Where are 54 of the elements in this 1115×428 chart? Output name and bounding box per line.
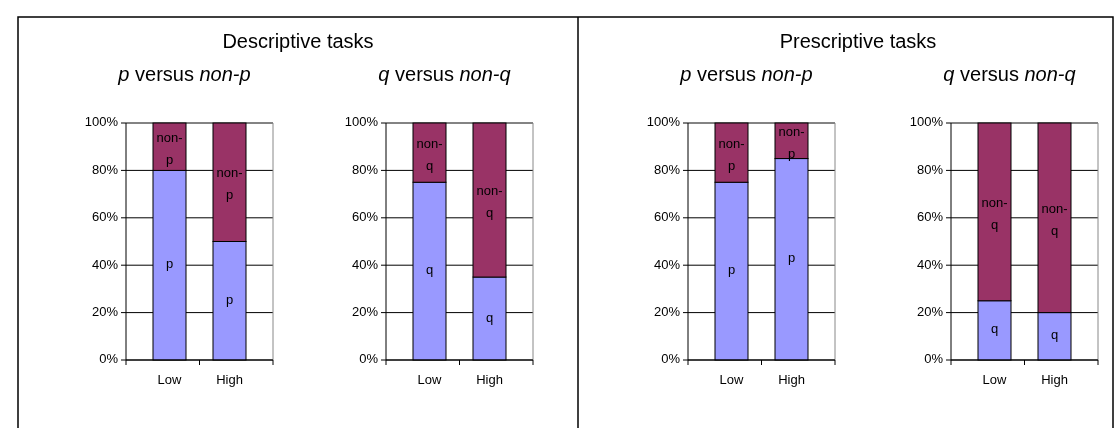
series-label: p — [727, 262, 736, 278]
series-label: q — [425, 262, 434, 278]
y-tick-label: 100% — [646, 114, 681, 130]
y-tick-label: 0% — [359, 351, 379, 367]
y-tick-label: 0% — [661, 351, 681, 367]
y-tick-label: 100% — [909, 114, 944, 130]
y-tick-label: 60% — [91, 209, 119, 225]
text: Descriptive tasks — [222, 30, 374, 52]
y-tick-label: 20% — [653, 304, 681, 320]
series-label: non-q — [981, 195, 1008, 233]
y-tick-label: 0% — [99, 351, 119, 367]
y-tick-label: 20% — [916, 304, 944, 320]
series-label: non-p — [156, 130, 183, 168]
y-tick-label: 40% — [653, 256, 681, 272]
text: p — [225, 292, 234, 308]
chart-title: q versus non-q — [378, 63, 511, 85]
y-tick-label: 40% — [91, 256, 119, 272]
y-tick-label: 60% — [351, 209, 379, 225]
chart-title: q versus non-q — [943, 63, 1076, 85]
text: non-q — [476, 183, 503, 221]
x-tick-label: Low — [982, 372, 1008, 387]
y-tick-label: 60% — [653, 209, 681, 225]
y-tick-label: 80% — [351, 161, 379, 177]
x-tick-label: Low — [157, 372, 183, 387]
y-tick-label: 40% — [351, 256, 379, 272]
x-tick-label: High — [216, 372, 243, 387]
y-tick-label: 100% — [84, 114, 119, 130]
x-tick-label: Low — [417, 372, 443, 387]
x-tick-label: High — [476, 372, 503, 387]
y-tick-label: 100% — [344, 114, 379, 130]
text: non-q — [1041, 201, 1068, 239]
chart-title: p versus non-p — [679, 63, 813, 85]
x-tick-label: Low — [719, 372, 745, 387]
series-label: p — [165, 256, 174, 272]
text: non-p — [718, 136, 745, 174]
text: non-p — [216, 165, 243, 203]
series-label: non-p — [778, 124, 805, 162]
text: q — [1050, 327, 1059, 343]
y-tick-label: 20% — [91, 304, 119, 320]
y-tick-label: 80% — [653, 161, 681, 177]
chart-title: p versus non-p — [117, 63, 251, 85]
y-tick-label: 40% — [916, 256, 944, 272]
y-tick-label: 80% — [916, 161, 944, 177]
series-label: non-q — [416, 136, 443, 174]
x-tick-label: High — [1041, 372, 1068, 387]
y-tick-label: 80% — [91, 161, 119, 177]
y-tick-label: 20% — [351, 304, 379, 320]
text: Prescriptive tasks — [779, 30, 937, 52]
x-tick-label: High — [778, 372, 805, 387]
y-tick-label: 0% — [924, 351, 944, 367]
y-tick-label: 60% — [916, 209, 944, 225]
series-label: q — [990, 321, 999, 337]
text: p — [787, 250, 796, 266]
text: q — [485, 309, 494, 325]
